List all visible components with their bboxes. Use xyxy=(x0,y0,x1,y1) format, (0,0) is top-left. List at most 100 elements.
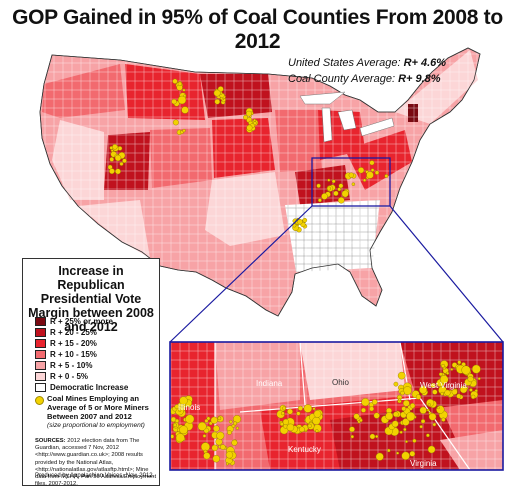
coal-mine-marker xyxy=(229,419,233,424)
coal-mine-marker xyxy=(406,411,416,421)
coal-mine-marker xyxy=(119,161,124,166)
coal-mine-marker xyxy=(438,372,443,377)
coal-mine-marker xyxy=(253,121,257,125)
coal-mine-marker xyxy=(227,430,232,435)
coal-mine-marker xyxy=(211,444,219,452)
county-grid xyxy=(39,47,481,317)
coal-mine-marker xyxy=(451,388,458,395)
coal-mine-marker xyxy=(185,414,195,424)
coal-mine-marker xyxy=(370,168,375,172)
coal-mine-marker xyxy=(202,434,207,438)
coal-mine-marker xyxy=(441,363,446,368)
coal-mine-legend-icon xyxy=(35,396,44,405)
coal-mine-marker xyxy=(375,434,379,439)
coal-mine-marker xyxy=(109,168,115,175)
coal-mine-marker xyxy=(246,110,252,117)
coal-mine-marker xyxy=(317,198,322,203)
coal-mine-marker xyxy=(361,398,370,407)
coal-mine-marker xyxy=(375,452,384,461)
coal-mine-marker xyxy=(450,367,454,371)
coal-average-value: R+ 9.8% xyxy=(398,73,441,85)
coal-mine-marker xyxy=(373,412,380,419)
coal-mine-marker xyxy=(296,411,301,416)
coal-mine-marker xyxy=(287,408,293,415)
coal-mine-marker xyxy=(374,170,380,175)
sources-heading: SOURCES: xyxy=(35,438,66,444)
legend: Increase in Republican Presidential Vote… xyxy=(22,258,160,488)
legend-swatch xyxy=(35,339,46,349)
coal-mine-marker xyxy=(197,421,207,431)
coal-mine-marker xyxy=(403,427,407,432)
coal-mine-marker xyxy=(175,433,185,443)
coal-mine-marker xyxy=(214,98,221,105)
inset-label-west-virginia: West Virginia xyxy=(420,381,467,390)
coal-mine-markers-inset xyxy=(169,360,481,466)
coal-mine-marker xyxy=(384,174,389,178)
sources-text: 2012 election data from The Guardian, ac… xyxy=(35,438,157,488)
coal-mine-marker xyxy=(337,196,345,204)
legend-item: R + 5 - 10% xyxy=(35,360,92,371)
coal-mine-marker xyxy=(440,391,444,396)
coal-mine-marker xyxy=(220,444,226,450)
coal-mine-marker xyxy=(369,160,375,166)
inset-label-ohio: Ohio xyxy=(332,378,349,387)
coal-average-label: Coal County Average: xyxy=(288,73,396,85)
coal-mine-marker xyxy=(401,418,410,426)
coal-mine-marker xyxy=(427,403,431,407)
legend-title: Increase in Republican Presidential Vote… xyxy=(28,264,154,334)
produced-by: Produced by Appalachian Voices, Nov, 201… xyxy=(35,473,155,479)
coal-mine-marker xyxy=(299,426,305,433)
coal-mine-marker xyxy=(182,128,186,133)
inset-focus-box xyxy=(311,157,391,207)
coal-mine-marker xyxy=(231,439,238,446)
great-lakes xyxy=(299,91,395,143)
coal-mine-marker xyxy=(326,186,331,191)
coal-mine-marker xyxy=(420,419,426,424)
coal-mine-marker xyxy=(467,376,474,383)
coal-mine-marker xyxy=(313,410,322,418)
legend-item-label: R + 25% or more xyxy=(50,317,113,326)
coal-mine-marker xyxy=(109,157,115,162)
coal-mine-marker xyxy=(371,399,378,405)
inset-label-kentucky: Kentucky xyxy=(288,445,321,454)
coal-mine-marker xyxy=(171,98,177,105)
coal-mine-marker xyxy=(400,390,405,396)
coal-mine-marker xyxy=(393,381,399,387)
coal-mine-marker xyxy=(396,451,400,455)
coal-mine-marker xyxy=(177,95,187,105)
coal-mine-marker xyxy=(312,416,321,425)
coal-mine-marker xyxy=(114,154,122,162)
coal-mine-marker xyxy=(432,389,438,395)
legend-item: R + 15 - 20% xyxy=(35,338,97,349)
coal-mine-marker xyxy=(321,193,328,200)
coal-mine-marker xyxy=(243,114,248,120)
coal-mine-marker xyxy=(415,394,422,400)
coal-mine-marker xyxy=(112,144,118,150)
coal-mine-marker xyxy=(174,404,180,410)
us-average-value: R+ 4.6% xyxy=(403,57,447,69)
coal-mine-marker xyxy=(457,360,462,365)
coal-mine-marker xyxy=(444,389,451,396)
coal-mine-markers-map xyxy=(107,78,389,233)
coal-mine-marker xyxy=(122,158,127,164)
coal-mine-marker xyxy=(456,393,462,399)
coal-mine-marker xyxy=(393,411,399,418)
coal-mine-marker xyxy=(172,78,178,84)
coal-mine-marker xyxy=(280,411,285,416)
coal-mine-marker xyxy=(405,440,408,444)
map-title: GOP Gained in 95% of Coal Counties From … xyxy=(12,6,503,53)
coal-mine-marker xyxy=(212,454,220,463)
us-average-label: United States Average: xyxy=(288,57,401,69)
coal-mine-marker xyxy=(338,183,344,189)
coal-mine-marker xyxy=(402,399,410,407)
coal-mine-marker xyxy=(399,430,403,434)
coal-mine-marker xyxy=(432,422,437,427)
coal-mine-marker xyxy=(341,190,349,198)
coal-mine-marker xyxy=(397,371,406,380)
coal-mine-marker xyxy=(441,417,446,422)
coal-mine-marker xyxy=(333,190,339,196)
coal-mine-marker xyxy=(217,416,222,421)
coal-mine-marker xyxy=(361,407,366,413)
legend-item: R + 0 - 5% xyxy=(35,371,88,382)
